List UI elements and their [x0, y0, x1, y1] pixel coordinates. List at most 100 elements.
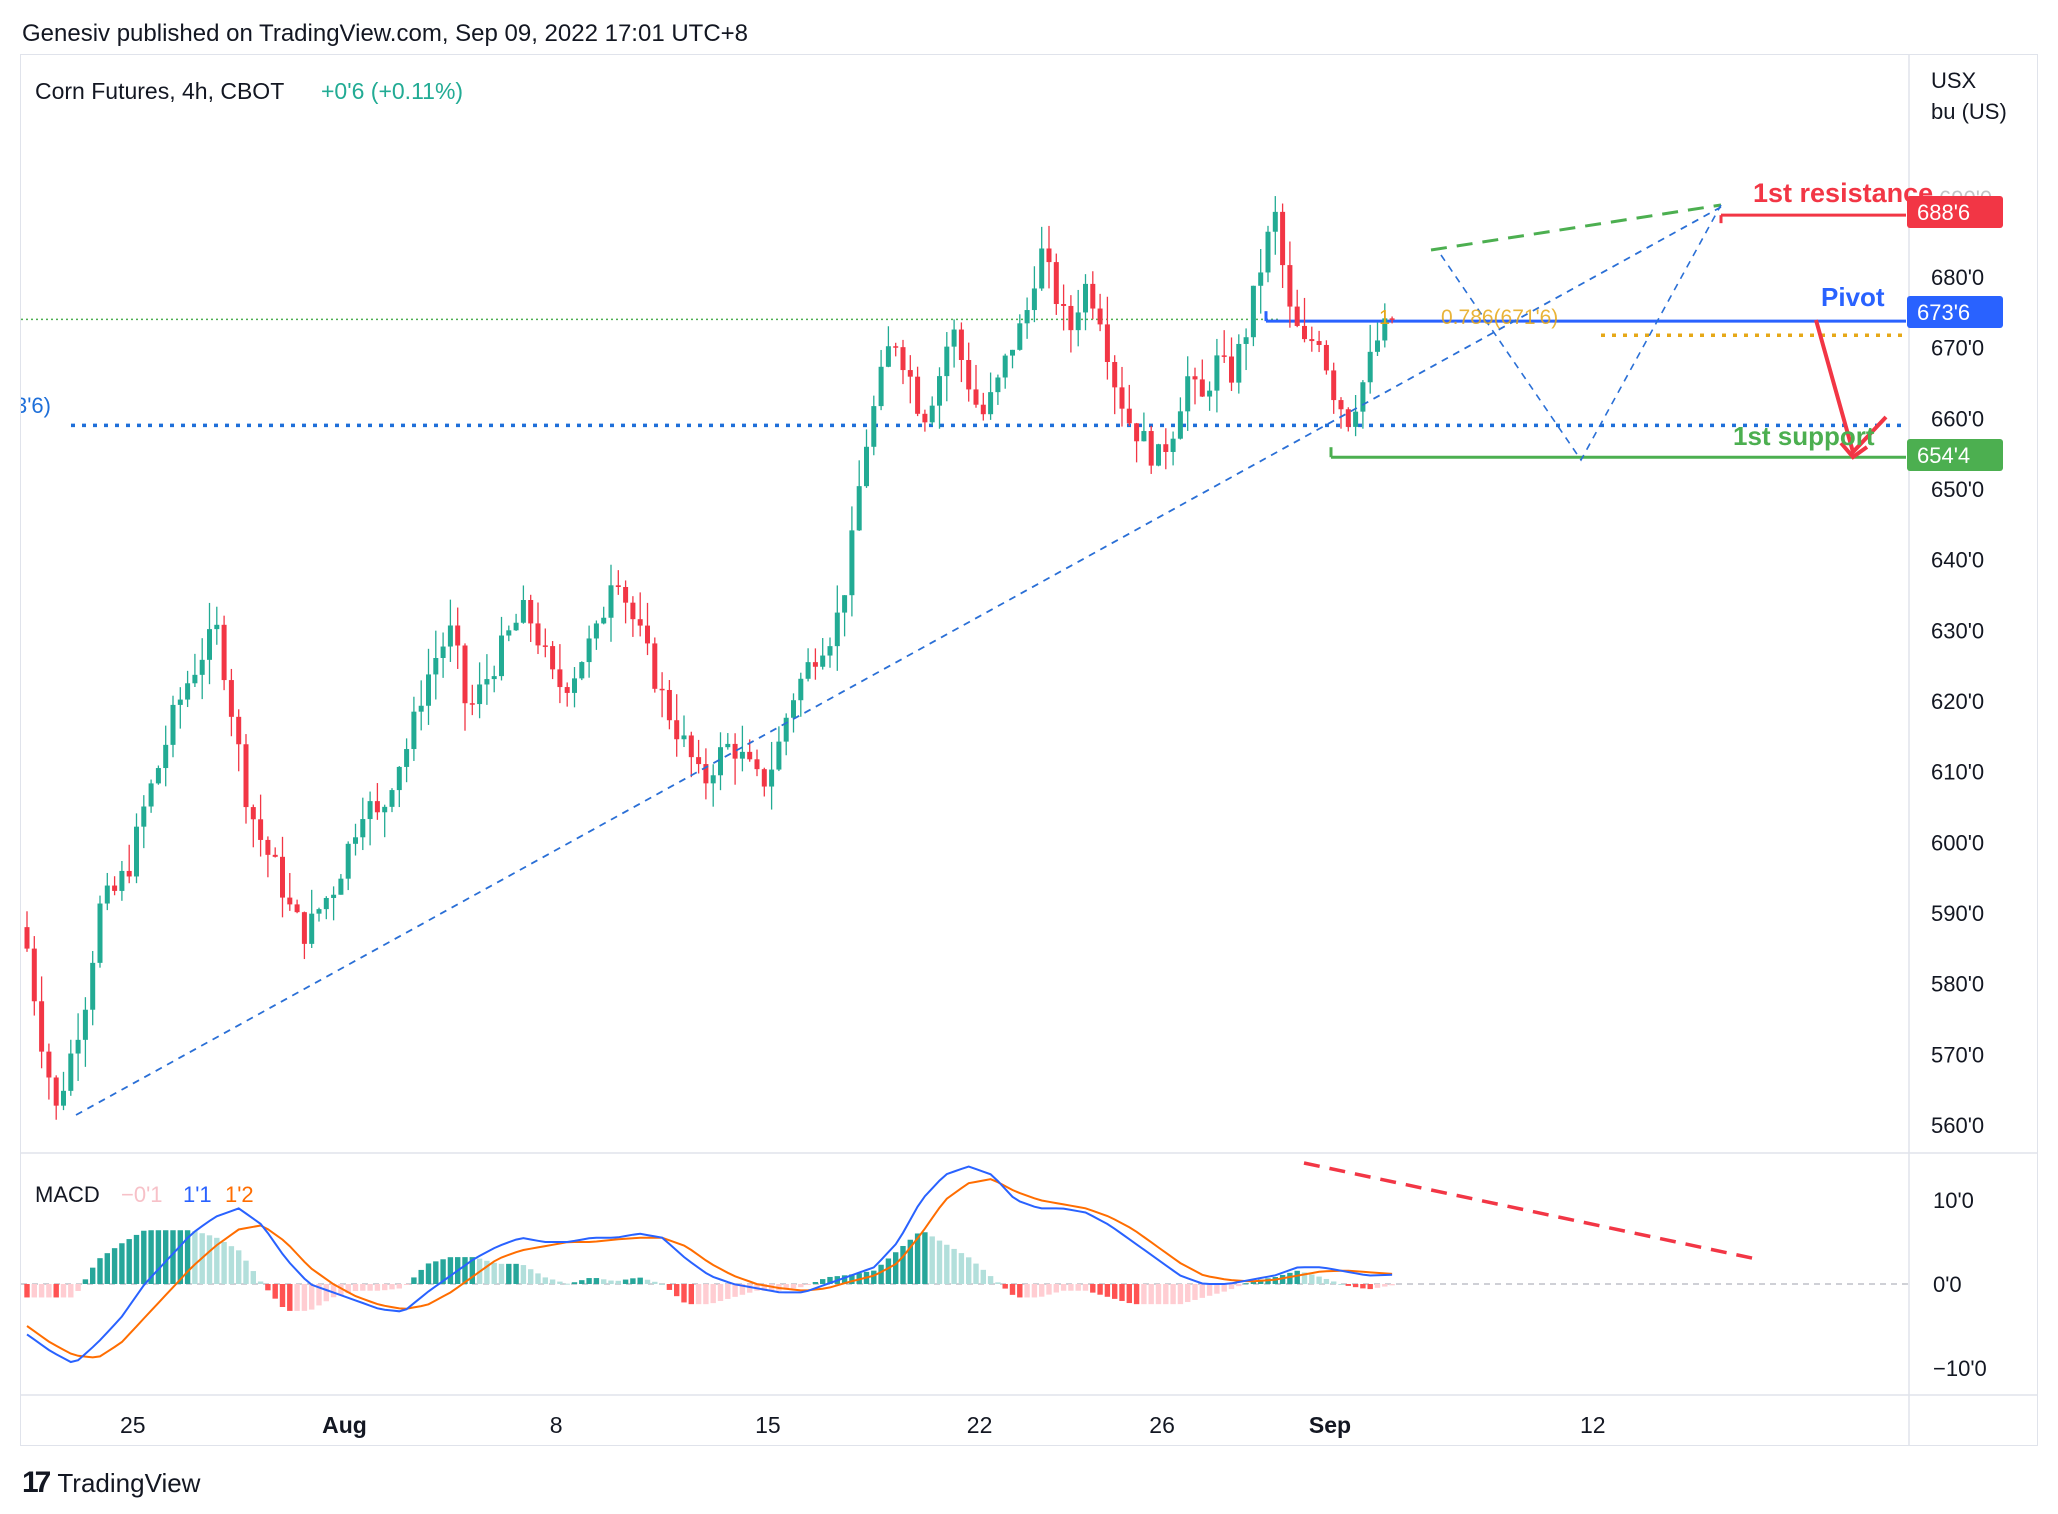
price-tick-label: 570'0: [1931, 1042, 1984, 1067]
macd-histogram-bar: [367, 1284, 373, 1291]
macd-histogram-bar: [644, 1279, 651, 1284]
macd-histogram-bar: [900, 1245, 906, 1284]
candle-body: [907, 370, 913, 377]
candle: [46, 1043, 52, 1100]
candle: [1309, 326, 1315, 352]
candle: [75, 1013, 81, 1081]
candle: [462, 643, 468, 731]
macd-histogram-bar: [360, 1284, 366, 1291]
candle: [1207, 381, 1213, 411]
macd-histogram-bar: [1199, 1284, 1205, 1298]
date-tick-label: 8: [550, 1412, 563, 1438]
candle-body: [418, 705, 424, 712]
macd-line: [26, 1165, 1393, 1364]
macd-histogram-bar: [1323, 1278, 1330, 1284]
candle: [885, 326, 891, 368]
macd-histogram-bar: [1104, 1284, 1111, 1297]
macd-histogram-bar: [520, 1265, 527, 1284]
candle: [827, 637, 833, 668]
candle: [141, 795, 147, 849]
candle: [1017, 314, 1023, 351]
macd-histogram-bar: [68, 1284, 74, 1298]
date-tick-label: 15: [755, 1412, 781, 1438]
candle-body: [980, 404, 986, 415]
candle-body: [404, 749, 410, 767]
candle-body: [1345, 409, 1351, 427]
macd-histogram-bar: [236, 1250, 242, 1284]
candle: [294, 899, 300, 914]
candle: [674, 694, 680, 757]
price-chart-svg[interactable]: 680'0 670'0 660'0 650'0 640'0 630'0 620'0 610'0…: [21, 55, 2037, 1445]
candle: [236, 709, 242, 772]
macd-histogram-bar: [1097, 1284, 1103, 1295]
candle: [1126, 384, 1132, 426]
candle: [1148, 425, 1154, 474]
candle: [791, 693, 796, 733]
tradingview-logo-icon: 17: [22, 1466, 51, 1499]
macd-histogram-bar: [528, 1269, 534, 1284]
candle: [265, 836, 271, 878]
candle-body: [615, 585, 621, 588]
candle: [1199, 359, 1205, 397]
candle: [572, 667, 577, 708]
candle-body: [557, 669, 563, 688]
chart-frame[interactable]: 680'0 670'0 660'0 650'0 640'0 630'0 620'0 610'0…: [20, 54, 2038, 1446]
candle: [455, 607, 461, 669]
candle-body: [367, 801, 373, 820]
macd-histogram-bar: [542, 1277, 548, 1284]
candle-body: [520, 599, 526, 623]
candle-body: [46, 1051, 52, 1078]
candle-body: [24, 927, 30, 949]
macd-histogram-bar: [418, 1269, 424, 1284]
candle-body: [1010, 349, 1015, 356]
candle: [389, 788, 395, 813]
candle-body: [718, 747, 723, 776]
candle-body: [1024, 310, 1030, 324]
candle: [1382, 303, 1388, 348]
macd-histogram-bar: [936, 1240, 943, 1284]
candle: [126, 844, 132, 884]
candle: [214, 606, 220, 645]
candle-body: [1287, 265, 1293, 307]
candle: [1221, 330, 1227, 363]
candle: [696, 739, 702, 774]
macd-histogram-bar: [783, 1284, 789, 1290]
candle-body: [1192, 376, 1198, 380]
macd-histogram-bar: [155, 1230, 162, 1284]
candle-body: [1185, 376, 1191, 412]
candle: [842, 595, 848, 637]
macd-histogram-bar: [674, 1284, 680, 1297]
candle-body: [214, 624, 220, 630]
candle-body: [433, 657, 439, 675]
macd-histogram-bar: [1352, 1284, 1359, 1288]
support-annotation: 1st support: [1733, 421, 1875, 451]
macd-histogram-bar: [184, 1230, 191, 1284]
candle: [732, 733, 738, 785]
candle: [1258, 249, 1264, 314]
candle: [1156, 443, 1161, 467]
candle-body: [119, 870, 125, 891]
macd-histogram-bar: [579, 1280, 585, 1284]
candle-body: [652, 643, 658, 689]
candle: [53, 1075, 59, 1120]
candle: [316, 907, 322, 922]
candle: [1053, 253, 1059, 315]
candle: [754, 749, 760, 777]
candle: [367, 791, 373, 846]
candle-body: [542, 645, 548, 647]
candle-body: [39, 1001, 45, 1052]
macd-histogram-bar: [498, 1263, 505, 1284]
candle-body: [1017, 323, 1023, 350]
candle-body: [528, 599, 534, 624]
candle: [535, 602, 541, 655]
candle-body: [1360, 382, 1366, 412]
date-tick-label: Aug: [322, 1412, 367, 1438]
candle-body: [871, 406, 877, 447]
macd-histogram-bar: [922, 1232, 928, 1284]
candle-body: [170, 704, 176, 745]
macd-histogram-bar: [622, 1279, 629, 1284]
candle-body: [506, 630, 512, 636]
candle-body: [688, 735, 694, 758]
candle: [907, 355, 913, 404]
candle-body: [761, 769, 767, 787]
